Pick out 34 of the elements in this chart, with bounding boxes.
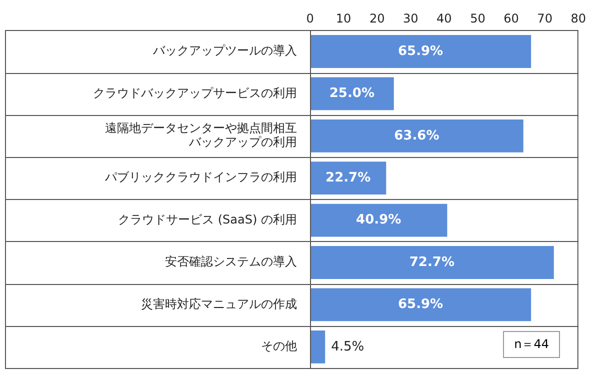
data-label: 72.7% — [409, 254, 454, 270]
bar — [310, 288, 532, 322]
y-tick-label: バックアップツールの導入 — [152, 44, 297, 58]
x-tick-label: 50 — [470, 11, 486, 26]
x-tick-label: 30 — [402, 11, 418, 26]
x-tick-label: 10 — [336, 11, 352, 26]
y-tick-label: 災害時対応マニュアルの作成 — [141, 296, 297, 311]
bar — [310, 119, 524, 152]
x-tick-label: 0 — [306, 11, 314, 26]
bar — [310, 35, 532, 68]
data-label: 25.0% — [329, 86, 374, 102]
bar — [310, 162, 386, 195]
y-tick-label: パブリッククラウドインフラの利用 — [104, 170, 297, 184]
x-tick-label: 60 — [504, 11, 519, 26]
bar — [310, 204, 448, 237]
x-tick-label: 70 — [537, 11, 552, 26]
bar — [310, 77, 394, 110]
data-label: 65.9% — [398, 44, 444, 59]
x-tick-label: 80 — [570, 11, 586, 26]
data-label: 22.7% — [326, 170, 371, 186]
data-label: 65.9% — [398, 297, 444, 312]
data-label: 63.6% — [394, 128, 440, 144]
y-tick-label: 安否確認システムの導入 — [165, 254, 297, 269]
y-tick-label: クラウドサービス (SaaS) の利用 — [118, 212, 297, 226]
y-tick-label: その他 — [261, 339, 297, 354]
x-tick-label: 20 — [369, 11, 385, 26]
bar — [310, 246, 554, 279]
bar — [310, 330, 326, 364]
data-label: 4.5% — [331, 339, 364, 354]
data-label: 40.9% — [356, 212, 402, 228]
annotation: n＝44 — [503, 331, 560, 358]
y-tick-label: クラウドバックアップサービスの利用 — [93, 86, 297, 100]
y-tick-label: 遠隔地データセンターや拠点間相互バックアップの利用 — [105, 120, 297, 150]
x-tick-label: 40 — [436, 11, 452, 26]
